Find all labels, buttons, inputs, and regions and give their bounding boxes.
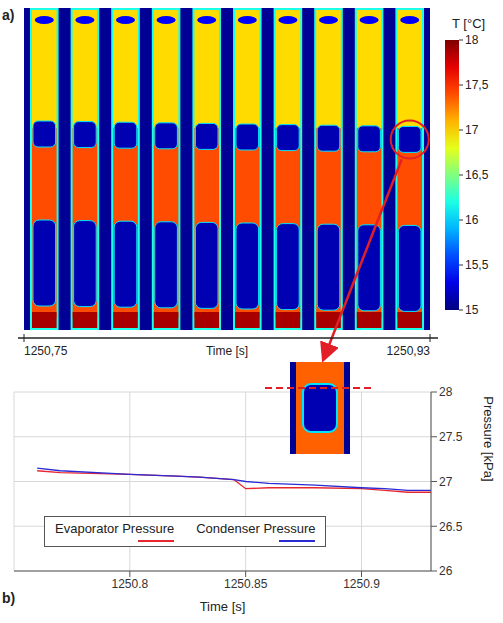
svg-text:1250.85: 1250.85 [224,577,268,591]
html-text:Condenser Pressure: Condenser Pressure [196,521,316,536]
svg-text:15,5: 15,5 [465,258,489,272]
svg-text:27.5: 27.5 [439,430,463,444]
svg-text:a): a) [2,7,14,23]
svg-text:15: 15 [465,303,479,317]
svg-text:16: 16 [465,213,479,227]
svg-text:27: 27 [439,475,453,489]
svg-text:1250.8: 1250.8 [111,577,148,591]
svg-text:1250,93: 1250,93 [387,344,431,358]
svg-text:28: 28 [439,385,453,399]
html-text:b): b) [2,590,16,606]
svg-text:17,5: 17,5 [465,78,489,92]
html-text:Evaporator Pressure: Evaporator Pressure [55,521,175,536]
svg-text:26: 26 [439,564,453,578]
svg-text:17: 17 [465,123,479,137]
svg-text:T [°C]: T [°C] [452,16,485,31]
svg-text:18: 18 [465,33,479,47]
svg-text:1250,75: 1250,75 [24,344,68,358]
svg-text:1250.9: 1250.9 [343,577,380,591]
svg-text:Pressure [kPa]: Pressure [kPa] [481,396,496,481]
svg-text:26.5: 26.5 [439,520,463,534]
svg-text:16,5: 16,5 [465,168,489,182]
svg-text:Time [s]: Time [s] [200,599,246,614]
svg-text:Time [s]: Time [s] [206,344,248,358]
